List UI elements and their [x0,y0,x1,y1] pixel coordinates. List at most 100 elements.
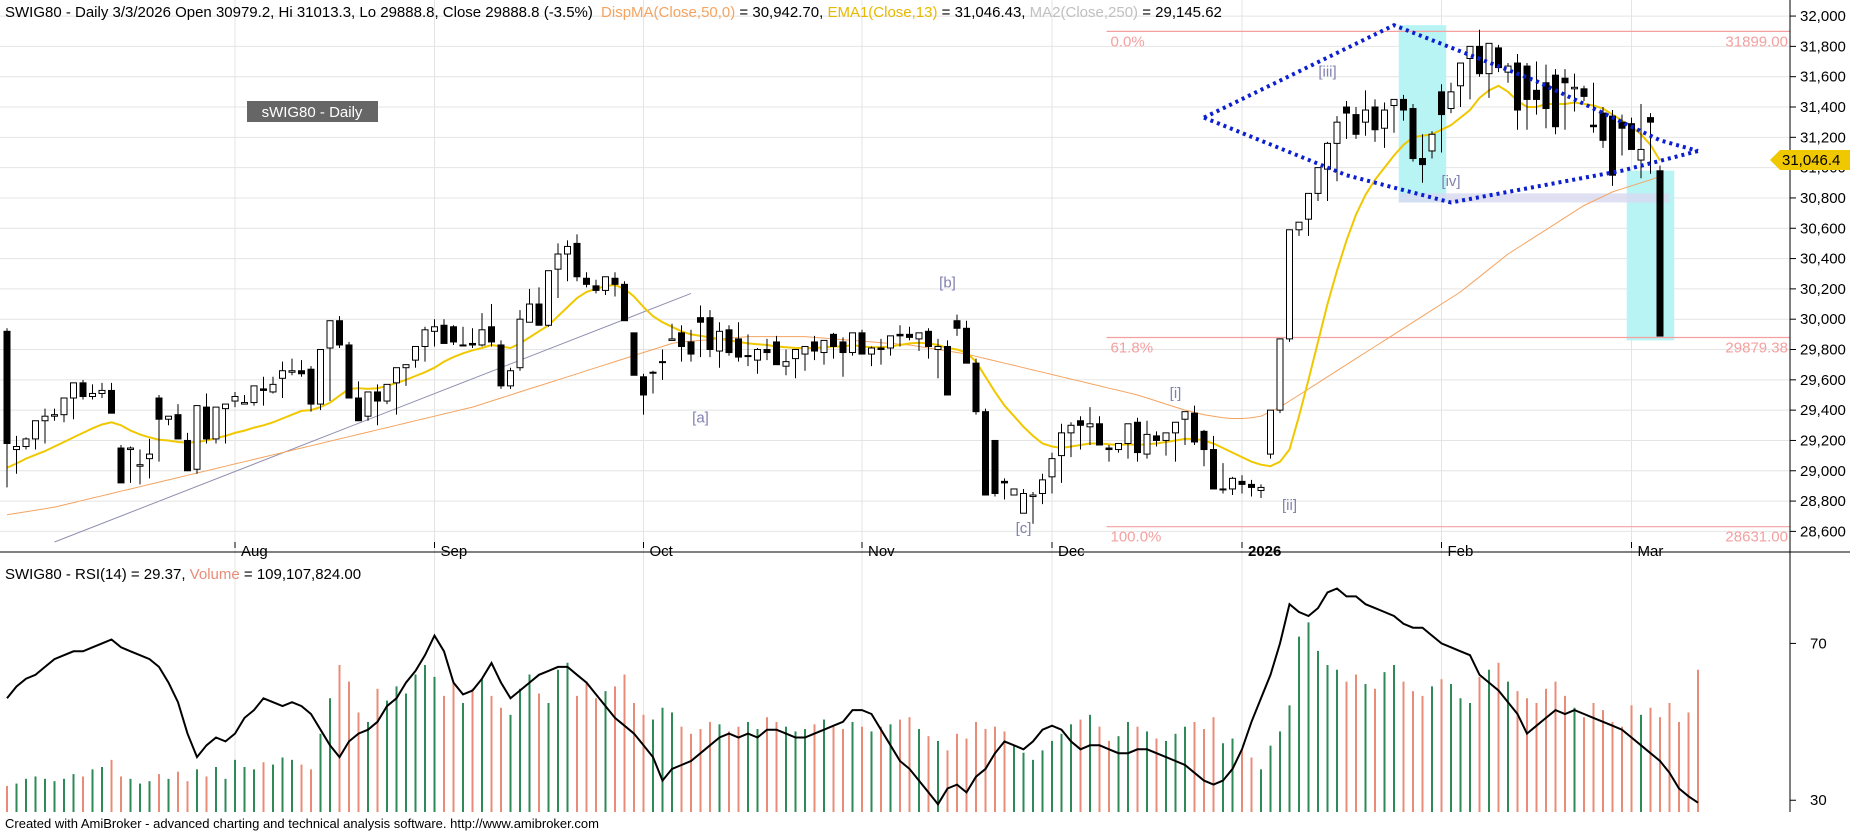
candlesticks [3,29,1664,524]
candle-down [440,324,448,344]
candle-up [1172,421,1179,434]
candle-up [393,367,400,384]
candle-up [288,370,296,373]
candle-up [241,402,248,405]
fib-price-label: 31899.00 [1725,33,1788,50]
candle-down [972,362,980,413]
candle-up [127,447,134,451]
candle-up [364,391,372,417]
price-tick-label: 31,800 [1800,38,1846,55]
rsi-line [6,587,1699,806]
price-tick-label: 29,600 [1800,372,1846,389]
candle-down [906,333,913,338]
candle-up [1314,167,1322,194]
candle-up [1305,192,1312,220]
footer-credit: Created with AmiBroker - advanced charti… [5,816,599,831]
candle-down [877,347,885,351]
candle-up [89,392,96,397]
candle-down [1200,430,1208,451]
candle-up [421,329,429,347]
candle-down [155,397,163,420]
trendline-layer [54,292,692,543]
candle-down [450,326,457,343]
candle-up [60,397,68,416]
diamond-pattern [1203,23,1699,205]
month-label: Feb [1448,543,1474,560]
fib-percent-label: 0.0% [1111,33,1145,50]
diamond-line [1203,23,1699,153]
candle-up [1381,109,1388,129]
candle-up [98,389,106,394]
candle-up [849,332,856,354]
candle-up [70,382,77,399]
candle-down [858,332,866,355]
price-tick-label: 30,600 [1800,220,1846,237]
candle-down [1514,62,1521,111]
candle-down [298,370,305,375]
candle-up [412,345,419,361]
price-tick-label: 29,000 [1800,463,1846,480]
indicator-header: SWIG80 - RSI(14) = 29.37, Volume = 109,1… [5,566,361,583]
candle-down [374,391,381,402]
candle-down [687,341,695,355]
candle-down [117,447,125,484]
candle-up [212,406,220,440]
candle-up [1324,142,1331,170]
candle-up [383,383,391,402]
candle-down [488,326,495,343]
candle-up [1447,91,1455,110]
last-value-tag-shape [1770,150,1850,170]
candle-up [1333,121,1341,144]
candle-up [564,245,571,255]
month-label: 2026 [1248,543,1281,560]
price-tick-label: 30,000 [1800,311,1846,328]
candle-down [678,332,685,347]
candle-up [478,329,486,346]
wave-label: [c] [1016,520,1032,537]
volume-bars [6,622,1699,812]
candle-down [1647,117,1654,123]
candle-down [1077,420,1084,426]
candle-up [1428,133,1436,152]
candle-down [1352,114,1360,135]
candle-down [573,242,581,278]
grid-lines [0,0,1790,812]
target-band [1398,193,1670,203]
candle-up [459,344,467,347]
candle-up [1181,411,1189,420]
candle-down [1533,89,1540,100]
price-tick-label: 29,800 [1800,342,1846,359]
candle-up [222,403,229,410]
candle-up [1257,486,1265,491]
candle-up [1362,109,1369,123]
wave-label: [ii] [1282,497,1297,514]
axes: 32,00031,80031,60031,40031,20031,00030,8… [0,0,1850,812]
candle-down [982,411,989,496]
ema13-legend-value: = 31,046.43, [937,4,1029,21]
month-label: Oct [650,543,674,560]
fib-price-label: 29879.38 [1725,339,1788,356]
candle-down [1343,106,1350,114]
candle-up [317,349,324,405]
diamond-line [1203,115,1699,205]
month-label: Nov [868,543,895,560]
candle-down [1210,449,1217,490]
price-tick-label: 29,400 [1800,402,1846,419]
candle-down [811,341,818,352]
candle-down [497,344,505,387]
candle-up [1115,442,1122,451]
candle-down [963,327,970,364]
candle-up [1457,62,1464,87]
candle-up [516,318,524,369]
candle-up [1162,432,1170,441]
wave-label: [iii] [1318,64,1336,81]
last-value-tag: 31,046.4 [1782,152,1840,169]
candle-down [763,349,771,354]
candle-up [1295,221,1303,231]
wave-label: [b] [939,274,956,291]
candle-down [1371,106,1379,131]
candle-up [554,253,562,270]
candle-down [79,382,87,397]
wave-labels: [a] [b] [c] [i] [ii] [iii] [iv] [692,64,1460,537]
price-tick-label: 30,200 [1800,281,1846,298]
